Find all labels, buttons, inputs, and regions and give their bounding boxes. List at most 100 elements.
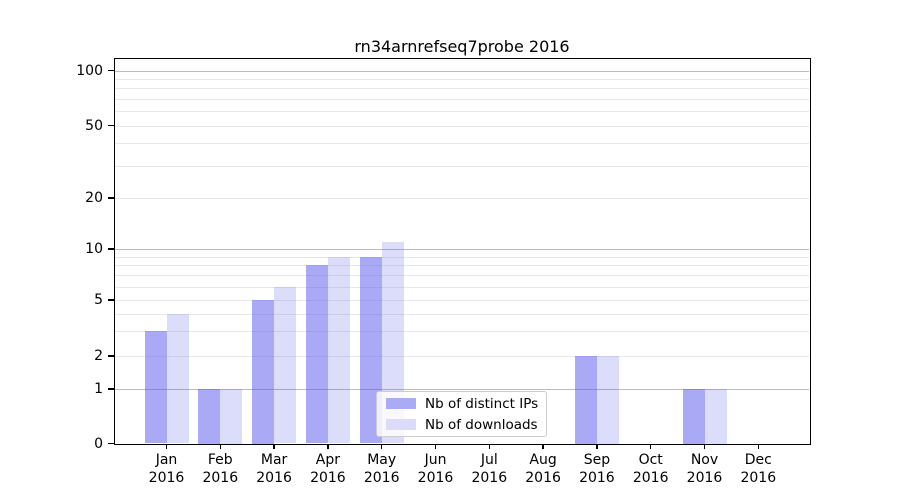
bar-distinct-ips — [305, 265, 328, 444]
gridline-minor — [115, 143, 809, 145]
x-tick-label-line: 2016 — [310, 469, 346, 486]
bar-downloads — [166, 313, 189, 444]
y-tick-mark — [108, 442, 114, 445]
x-tick-label-line: Jan — [155, 452, 178, 468]
bar-distinct-ips — [198, 389, 221, 444]
x-tick-label-line: 2016 — [632, 469, 669, 486]
chart-title: rn34arnrefseq7probe 2016 — [354, 37, 570, 56]
gridline-minor — [115, 275, 809, 277]
gridline-minor — [115, 88, 809, 90]
x-tick-label: Jan 2016 — [135, 452, 199, 487]
x-tick-mark — [219, 444, 221, 449]
legend: Nb of distinct IPs Nb of downloads — [376, 391, 547, 437]
y-tick-label: 50 — [85, 117, 103, 134]
x-tick-mark — [434, 444, 437, 449]
legend-label-downloads: Nb of downloads — [425, 416, 538, 433]
x-tick-label-line: Feb — [207, 452, 233, 468]
y-tick-mark — [108, 248, 114, 250]
x-tick-label-line: Oct — [638, 452, 663, 468]
legend-item-downloads: Nb of downloads — [386, 416, 538, 433]
x-tick-label-line: Aug — [529, 452, 557, 468]
y-tick-mark — [108, 124, 114, 127]
y-tick-label: 20 — [85, 190, 103, 206]
gridline-minor — [115, 265, 809, 267]
x-tick-label: Mar 2016 — [242, 452, 306, 487]
bar-distinct-ips — [682, 389, 705, 444]
legend-label-distinct-ips: Nb of distinct IPs — [425, 395, 539, 412]
x-tick-label: May 2016 — [350, 452, 414, 487]
gridline-minor — [115, 111, 809, 113]
gridline-minor — [115, 331, 809, 333]
x-tick-label-line: 2016 — [686, 469, 723, 486]
legend-item-distinct-ips: Nb of distinct IPs — [386, 395, 539, 412]
x-tick-mark — [381, 444, 383, 449]
bar-downloads — [327, 256, 350, 444]
x-tick-label: Aug 2016 — [511, 452, 575, 487]
y-tick-label: 100 — [76, 62, 103, 79]
x-tick-label: Apr 2016 — [296, 452, 360, 487]
x-tick-mark — [650, 444, 652, 449]
x-tick-mark — [327, 444, 329, 449]
x-tick-mark — [596, 444, 598, 449]
bar-downloads — [220, 389, 243, 444]
bar-downloads — [274, 286, 297, 444]
y-tick-mark — [108, 299, 114, 301]
x-tick-label: Jul 2016 — [457, 452, 521, 487]
x-tick-label-line: May — [367, 452, 397, 468]
x-tick-label-line: 2016 — [579, 469, 615, 486]
plot-border — [114, 58, 811, 445]
gridline-minor — [115, 256, 809, 258]
y-tick-label: 0 — [94, 435, 103, 452]
bar-distinct-ips — [574, 356, 597, 444]
x-tick-label-line: Apr — [315, 452, 340, 468]
y-tick-label: 5 — [94, 292, 103, 308]
legend-swatch-downloads — [386, 419, 416, 430]
bar-distinct-ips — [252, 300, 275, 444]
x-tick-label-line: 2016 — [256, 469, 292, 486]
x-tick-label-line: Jul — [480, 452, 498, 468]
gridline-minor — [115, 125, 809, 127]
gridline-minor — [115, 313, 809, 315]
x-tick-label-line: Dec — [744, 452, 772, 468]
x-tick-label-line: 2016 — [417, 469, 454, 486]
bar-downloads — [704, 389, 727, 444]
x-tick-label: Oct 2016 — [619, 452, 683, 487]
gridline-minor — [115, 198, 809, 199]
bar-downloads — [596, 356, 619, 444]
x-tick-label: Feb 2016 — [188, 452, 252, 487]
x-tick-label: Dec 2016 — [726, 452, 790, 487]
x-tick-label-line: 2016 — [202, 469, 239, 486]
x-tick-label-line: Jun — [424, 452, 447, 468]
gridline-minor — [115, 356, 809, 357]
gridline-major — [115, 389, 809, 390]
gridline-major — [115, 249, 809, 250]
y-tick-label: 2 — [94, 348, 103, 364]
gridline-minor — [115, 78, 809, 80]
y-tick-label: 10 — [85, 241, 103, 257]
gridline-minor — [115, 165, 809, 167]
legend-swatch-distinct-ips — [386, 398, 416, 409]
gridline-minor — [115, 286, 809, 288]
y-tick-mark — [108, 388, 114, 390]
x-tick-label-line: Mar — [260, 452, 288, 468]
y-tick-mark — [108, 355, 114, 357]
y-tick-mark — [108, 69, 114, 72]
y-tick-mark — [108, 197, 114, 199]
x-tick-label: Nov 2016 — [673, 452, 737, 487]
gridline-major — [115, 70, 809, 72]
bar-distinct-ips — [144, 331, 167, 444]
x-tick-label-line: 2016 — [525, 469, 561, 486]
gridline-minor — [115, 300, 809, 301]
x-tick-label-line: 2016 — [471, 469, 508, 486]
gridline-minor — [115, 98, 809, 100]
x-tick-mark — [273, 444, 275, 449]
x-tick-label-line: 2016 — [363, 469, 400, 486]
x-tick-mark — [703, 444, 706, 449]
x-tick-mark — [757, 444, 759, 449]
x-tick-label: Sep 2016 — [565, 452, 629, 487]
x-tick-mark — [488, 444, 490, 449]
x-tick-label-line: 2016 — [148, 469, 185, 486]
y-tick-label: 1 — [94, 381, 103, 397]
x-tick-label-line: Sep — [583, 452, 611, 468]
